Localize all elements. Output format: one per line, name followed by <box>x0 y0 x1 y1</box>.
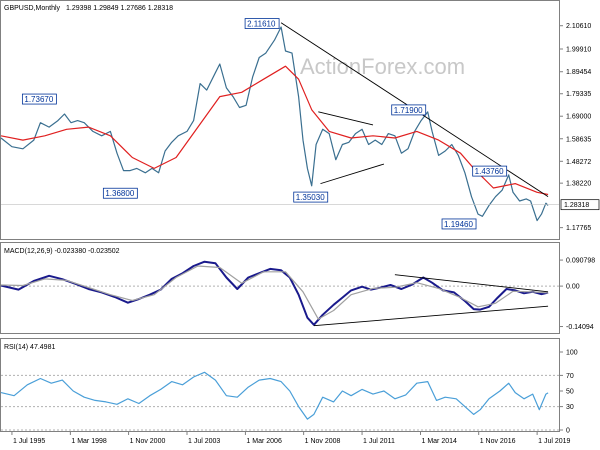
x-tick-label: 1 Nov 2016 <box>480 438 516 445</box>
price-title: GBPUSD,Monthly 1.29398 1.29849 1.27686 1… <box>4 5 173 12</box>
macd-y-tick-label: 0.090798 <box>566 258 595 265</box>
macd-layer: 0.090798 0.00 -0.14094 <box>0 258 595 331</box>
macd-y-tick-label: 0.00 <box>566 284 580 291</box>
price-series-0 <box>0 26 549 222</box>
axis-layer: 1 Jul 1995 1 Mar 1998 1 Nov 2000 1 Jul 2003… <box>11 431 571 445</box>
macd-series-0 <box>0 260 549 326</box>
rsi-y-tick-label: 100 <box>566 350 578 357</box>
price-y-tick-label: 1.17765 <box>566 225 591 232</box>
price-y-tick-label: 1.89454 <box>566 69 591 76</box>
macd-panel <box>0 242 560 334</box>
macd-y-tick-label: -0.14094 <box>566 324 594 331</box>
x-tick-label: 1 Mar 1998 <box>71 438 107 445</box>
price-annotation-box <box>244 18 280 29</box>
current-price-box <box>560 199 600 211</box>
price-annotation-label: 1.71900 <box>394 106 423 115</box>
price-y-tick-label: 2.10610 <box>566 23 591 30</box>
price-trendline <box>318 111 374 126</box>
rsi-y-tick-label: 70 <box>566 373 574 380</box>
price-annotation-box <box>391 104 427 116</box>
rsi-y-tick-label: 0 <box>566 428 570 435</box>
price-y-tick-label: 1.99910 <box>566 46 591 53</box>
price-y-tick-label: 1.48272 <box>566 159 591 166</box>
price-y-tick-label: 1.38220 <box>566 181 591 188</box>
rsi-y-tick-label: 50 <box>566 389 574 396</box>
price-trendline <box>320 163 385 185</box>
price-annotation-label: 1.35030 <box>296 193 325 202</box>
watermark: ActionForex.com <box>300 54 465 79</box>
price-series-1 <box>0 65 549 196</box>
price-annotation-box <box>102 187 138 199</box>
x-tick-label: 1 Jul 1995 <box>13 438 45 445</box>
price-y-tick-label: 1.79335 <box>566 91 591 98</box>
price-annotation-label: 1.19460 <box>444 220 473 229</box>
price-title-symbol: GBPUSD,Monthly <box>4 5 61 12</box>
x-tick-label: 1 Jul 2011 <box>363 438 395 445</box>
price-annotation-box <box>441 218 477 230</box>
price-annotation-box <box>472 165 508 177</box>
price-annotation-label: 1.36800 <box>105 189 134 198</box>
rsi-y-tick-label: 30 <box>566 404 574 411</box>
x-tick-label: 1 Jul 2003 <box>188 438 220 445</box>
macd-trendline <box>394 274 549 293</box>
price-annotation-label: 2.11610 <box>247 20 276 29</box>
current-price-label: 1.28318 <box>564 202 589 209</box>
macd-title: MACD(12,26,9) -0.023380 -0.023502 <box>4 248 120 255</box>
price-title-ohlc: 1.29398 1.29849 1.27686 1.28318 <box>66 5 173 12</box>
x-tick-label: 1 Mar 2006 <box>246 438 282 445</box>
macd-series-1 <box>0 265 549 320</box>
x-tick-label: 1 Mar 2014 <box>421 438 457 445</box>
rsi-series-0 <box>0 371 549 420</box>
price-layer: 2.10610 1.99910 1.89454 1.79335 1.69000 1.586… <box>0 18 600 232</box>
price-annotation-box <box>21 93 57 105</box>
rsi-layer: 100 70 50 30 0 <box>0 350 578 435</box>
price-y-tick-label: 1.58635 <box>566 136 591 143</box>
macd-trendline <box>313 305 549 327</box>
price-y-tick-label: 1.69000 <box>566 114 591 121</box>
rsi-title: RSI(14) 47.4981 <box>4 344 55 351</box>
x-tick-label: 1 Jul 2019 <box>538 438 570 445</box>
x-tick-label: 1 Nov 2000 <box>130 438 166 445</box>
rsi-panel <box>0 338 560 432</box>
price-annotation-box <box>293 191 329 203</box>
price-annotation-label: 1.73670 <box>24 95 53 104</box>
x-tick-label: 1 Nov 2008 <box>305 438 341 445</box>
price-panel <box>0 0 560 240</box>
price-annotation-label: 1.43760 <box>475 167 504 176</box>
